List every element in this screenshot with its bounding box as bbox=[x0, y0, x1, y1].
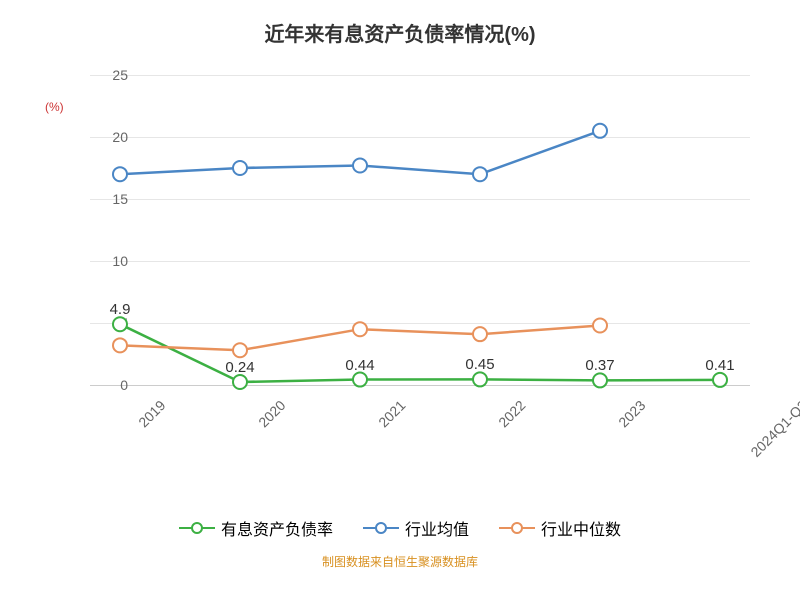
chart-footer: 制图数据来自恒生聚源数据库 bbox=[0, 553, 800, 570]
series-marker bbox=[113, 338, 127, 352]
data-label: 0.41 bbox=[705, 357, 734, 374]
chart-title: 近年来有息资产负债率情况(%) bbox=[0, 0, 800, 47]
chart-legend: 有息资产负债率 行业均值 行业中位数 bbox=[0, 516, 800, 540]
series-marker bbox=[353, 322, 367, 336]
legend-line-icon bbox=[499, 527, 535, 529]
legend-item: 行业均值 bbox=[363, 516, 469, 540]
legend-marker-icon bbox=[191, 522, 203, 534]
legend-item: 行业中位数 bbox=[499, 516, 621, 540]
series-marker bbox=[593, 124, 607, 138]
x-tick-label: 2020 bbox=[255, 397, 288, 430]
series-marker bbox=[233, 375, 247, 389]
legend-label: 行业均值 bbox=[405, 516, 469, 540]
data-label: 4.9 bbox=[110, 301, 131, 318]
x-tick-label: 2022 bbox=[495, 397, 528, 430]
series-marker bbox=[593, 373, 607, 387]
legend-marker-icon bbox=[511, 522, 523, 534]
legend-marker-icon bbox=[375, 522, 387, 534]
series-marker bbox=[353, 159, 367, 173]
data-label: 0.24 bbox=[225, 359, 254, 376]
series-marker bbox=[473, 167, 487, 181]
x-tick-label: 2019 bbox=[135, 397, 168, 430]
y-axis-label: (%) bbox=[45, 100, 64, 114]
gridline bbox=[90, 385, 750, 386]
series-marker bbox=[233, 343, 247, 357]
series-marker bbox=[113, 317, 127, 331]
series-marker bbox=[473, 372, 487, 386]
series-marker bbox=[473, 327, 487, 341]
legend-label: 行业中位数 bbox=[541, 516, 621, 540]
chart-plot-area bbox=[90, 75, 750, 385]
data-label: 0.44 bbox=[345, 357, 374, 374]
x-tick-label: 2024Q1-Q3 bbox=[747, 397, 800, 460]
legend-line-icon bbox=[179, 527, 215, 529]
data-label: 0.37 bbox=[585, 357, 614, 374]
series-marker bbox=[233, 161, 247, 175]
series-marker bbox=[713, 373, 727, 387]
legend-line-icon bbox=[363, 527, 399, 529]
series-marker bbox=[113, 167, 127, 181]
x-tick-label: 2023 bbox=[615, 397, 648, 430]
x-tick-label: 2021 bbox=[375, 397, 408, 430]
line-chart-svg bbox=[90, 75, 750, 385]
data-label: 0.45 bbox=[465, 356, 494, 373]
legend-label: 有息资产负债率 bbox=[221, 516, 333, 540]
series-marker bbox=[593, 318, 607, 332]
legend-item: 有息资产负债率 bbox=[179, 516, 333, 540]
series-marker bbox=[353, 373, 367, 387]
